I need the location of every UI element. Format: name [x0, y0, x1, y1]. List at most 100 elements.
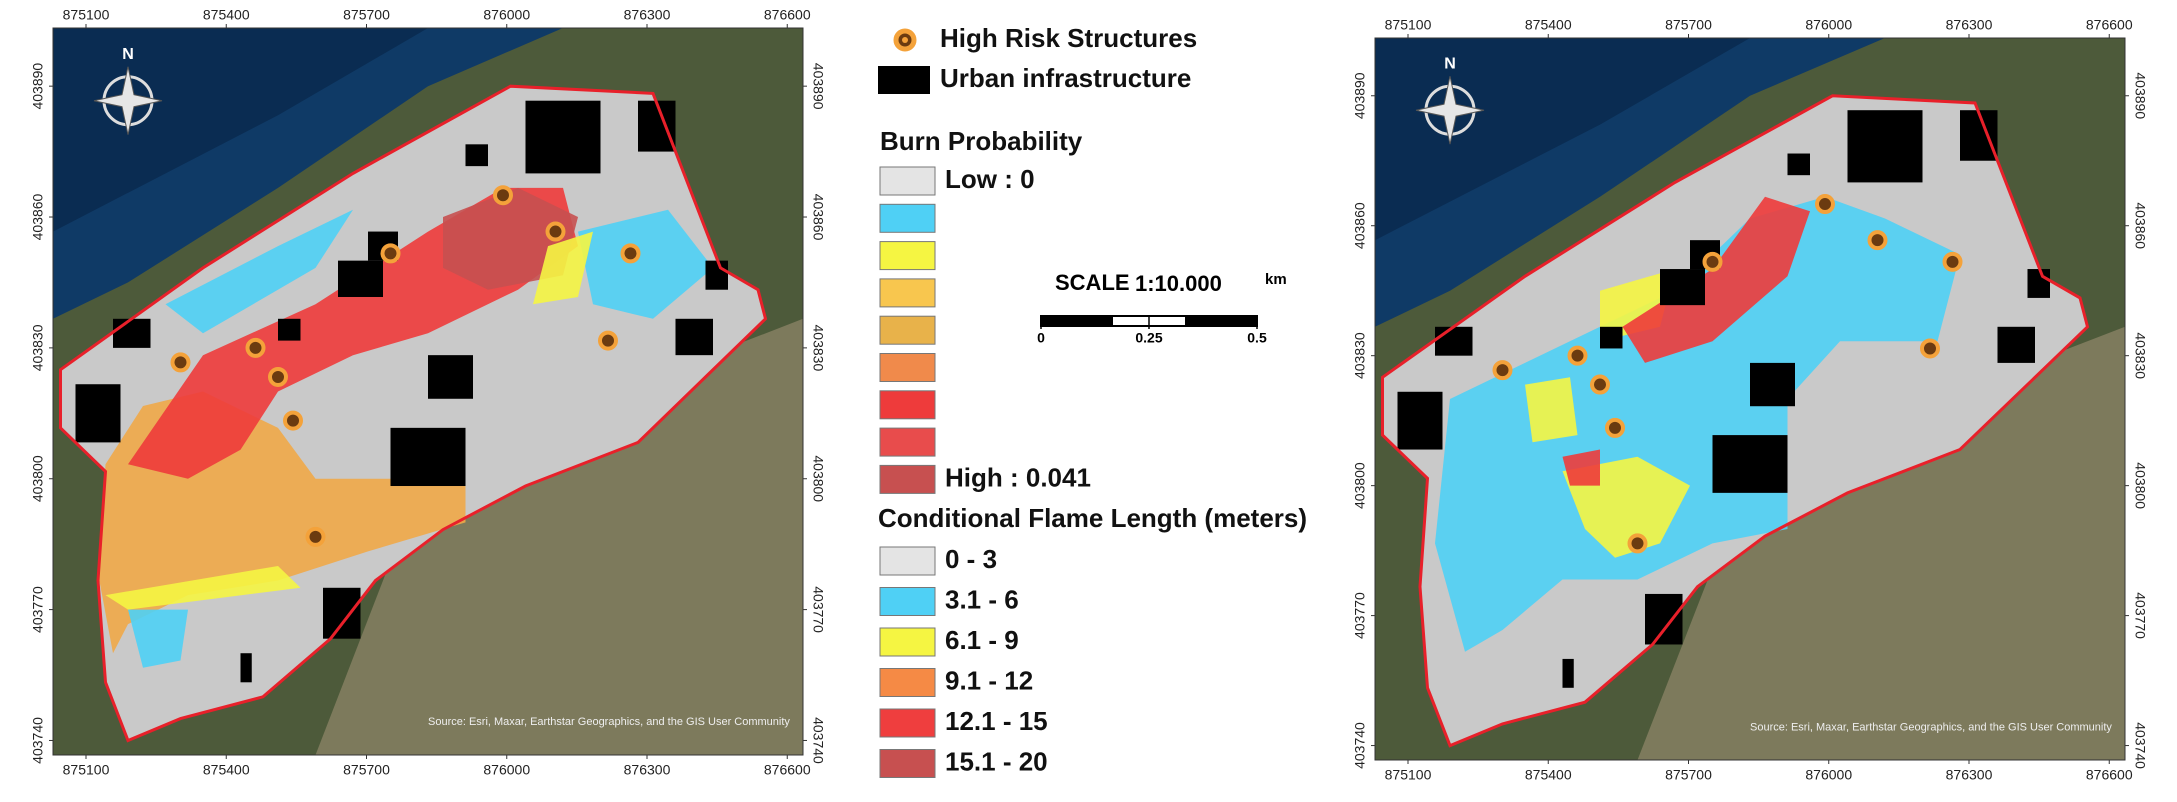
flame-swatch	[879, 708, 936, 738]
high-risk-structure	[380, 243, 401, 264]
building	[465, 144, 488, 167]
compass-star	[93, 66, 163, 135]
building	[323, 587, 361, 639]
urban-symbol	[878, 66, 930, 94]
building	[2027, 269, 2050, 298]
y-tick-label: 403740	[2132, 722, 2148, 769]
y-tick-label: 403800	[30, 455, 46, 502]
hazard-zone	[1622, 196, 1810, 363]
y-tick-label: 403770	[2132, 592, 2148, 639]
x-tick-label: 875700	[343, 762, 390, 778]
y-tick-label: 403890	[1352, 72, 1368, 119]
y-tick-label: 403830	[30, 324, 46, 371]
y-tick-label: 403770	[30, 586, 46, 633]
building	[1397, 391, 1443, 450]
burn-title: Burn Probability	[880, 126, 1083, 156]
high-risk-structure	[1492, 360, 1513, 381]
y-tick-label: 403830	[1352, 332, 1368, 379]
hazard-zone	[105, 566, 301, 610]
high-risk-structure	[1590, 374, 1610, 395]
building	[338, 260, 383, 297]
hazard-zone	[533, 231, 593, 305]
map-frame	[52, 27, 804, 756]
x-tick-label: 875100	[1385, 17, 1432, 33]
high-risk-structure	[1815, 194, 1835, 215]
x-tick-label: 876000	[483, 7, 530, 23]
hazard-zone	[1525, 377, 1578, 443]
y-tick-label: 403740	[1352, 722, 1368, 769]
flame-label: 3.1 - 6	[945, 584, 1019, 614]
y-tick-label: 403770	[1352, 592, 1368, 639]
study-boundary	[59, 84, 768, 743]
x-tick-label: 876000	[1805, 17, 1852, 33]
x-tick-label: 875700	[1665, 17, 1712, 33]
y-tick-label: 403860	[2132, 202, 2148, 249]
y-tick-label: 403740	[810, 717, 826, 764]
y-tick-label: 403770	[810, 586, 826, 633]
high-risk-structure	[1605, 417, 1625, 438]
hazard-zone	[1562, 449, 1600, 486]
sea-deep	[1375, 38, 1750, 241]
high-risk-structure	[268, 366, 288, 387]
flame-label: 15.1 - 20	[945, 746, 1048, 776]
burn-swatch	[879, 464, 936, 494]
high-risk-structure	[170, 352, 191, 373]
building	[1712, 435, 1788, 493]
flame-swatch	[879, 587, 936, 616]
flame-label: 0 - 3	[945, 544, 997, 574]
high-risk-structure	[1627, 533, 1648, 554]
high-risk-symbol-core	[902, 37, 908, 43]
building	[240, 653, 252, 683]
burn-label: Low : 0	[945, 164, 1035, 194]
scale-tick-label: 0	[1037, 330, 1045, 346]
map-frame	[1374, 37, 2126, 761]
y-tick-label: 403800	[1352, 462, 1368, 509]
y-tick-label: 403890	[810, 63, 826, 110]
scale-unit: km	[1265, 271, 1287, 288]
compass-star	[1415, 76, 1485, 145]
building	[638, 100, 676, 152]
x-tick-label: 876600	[2086, 767, 2133, 783]
x-tick-label: 875400	[203, 762, 250, 778]
building	[675, 318, 713, 356]
hazard-zone	[165, 209, 353, 334]
building	[75, 384, 121, 443]
x-tick-label: 876300	[1946, 767, 1993, 783]
y-tick-label: 403800	[2132, 462, 2148, 509]
high-risk-structure	[620, 243, 641, 264]
high-risk-structure	[1867, 230, 1888, 251]
y-tick-label: 403890	[2132, 72, 2148, 119]
legend-high-risk: High Risk Structures	[940, 23, 1197, 53]
land-patch	[1637, 326, 2125, 760]
flame-label: 12.1 - 15	[945, 706, 1048, 736]
attribution: Source: Esri, Maxar, Earthstar Geographi…	[428, 716, 790, 728]
north-label: N	[122, 46, 134, 63]
x-tick-label: 876600	[764, 762, 811, 778]
x-tick-label: 876600	[2086, 17, 2133, 33]
high-risk-structure	[245, 337, 266, 358]
flame-title: Conditional Flame Length (meters)	[878, 503, 1307, 533]
building	[278, 318, 301, 341]
scale-bar-seg	[1185, 316, 1257, 326]
x-tick-label: 875400	[1525, 17, 1572, 33]
x-tick-label: 875400	[203, 7, 250, 23]
hazard-zone	[128, 609, 188, 668]
attribution: Source: Esri, Maxar, Earthstar Geographi…	[1750, 721, 2112, 733]
x-tick-label: 875100	[63, 7, 110, 23]
map-panel: N Source: Esri, Maxar, Earthstar Geograph…	[30, 7, 827, 778]
map-panel: N Source: Esri, Maxar, Earthstar Geograph…	[1352, 17, 2149, 783]
scale-bar-seg	[1041, 316, 1113, 326]
building	[1600, 326, 1623, 349]
x-tick-label: 876300	[1946, 17, 1993, 33]
high-risk-structure	[1942, 251, 1963, 272]
y-tick-label: 403860	[30, 193, 46, 240]
y-tick-label: 403800	[810, 455, 826, 502]
high-risk-structure	[1702, 251, 1723, 272]
y-tick-label: 403890	[30, 63, 46, 110]
building	[1562, 658, 1574, 688]
x-tick-label: 875700	[343, 7, 390, 23]
flame-swatch	[879, 749, 936, 778]
scale-tick-label: 0.25	[1135, 330, 1162, 346]
high-risk-structure	[493, 185, 513, 206]
building	[1787, 153, 1810, 176]
